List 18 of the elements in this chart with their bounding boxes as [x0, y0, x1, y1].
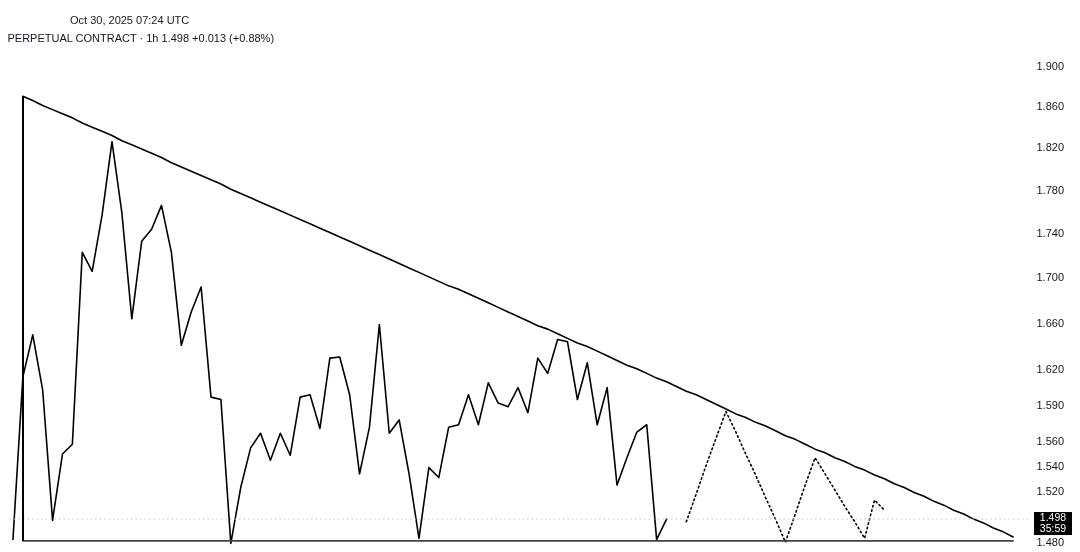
y-tick-label: 1.590	[1036, 398, 1065, 411]
y-tick-label: 1.860	[1036, 100, 1065, 113]
y-tick-label: 1.520	[1036, 484, 1065, 497]
text: 35:59	[1039, 522, 1067, 535]
y-tick-label: 1.820	[1036, 141, 1065, 154]
line-series	[12, 140, 668, 545]
y-tick-label: 1.620	[1036, 363, 1065, 376]
ref-line-label: 1.498	[1039, 511, 1067, 524]
y-tick-label: 1.560	[1036, 435, 1065, 448]
text: Oct 30, 2025 07:24 UTC	[70, 14, 190, 26]
y-tick-label: 1.780	[1036, 183, 1065, 196]
y-tick-label: 1.480	[1036, 535, 1065, 548]
y-tick-label: 1.700	[1036, 271, 1065, 284]
y-tick-label: 1.540	[1036, 459, 1065, 472]
chart-title: PERPETUAL CONTRACT · 1h 1.498 +0.013 (+0.88%)	[7, 32, 275, 44]
y-tick-label: 1.740	[1036, 227, 1065, 240]
y-tick-label: 1.900	[1036, 59, 1065, 72]
y-tick-label: 1.660	[1036, 316, 1065, 329]
